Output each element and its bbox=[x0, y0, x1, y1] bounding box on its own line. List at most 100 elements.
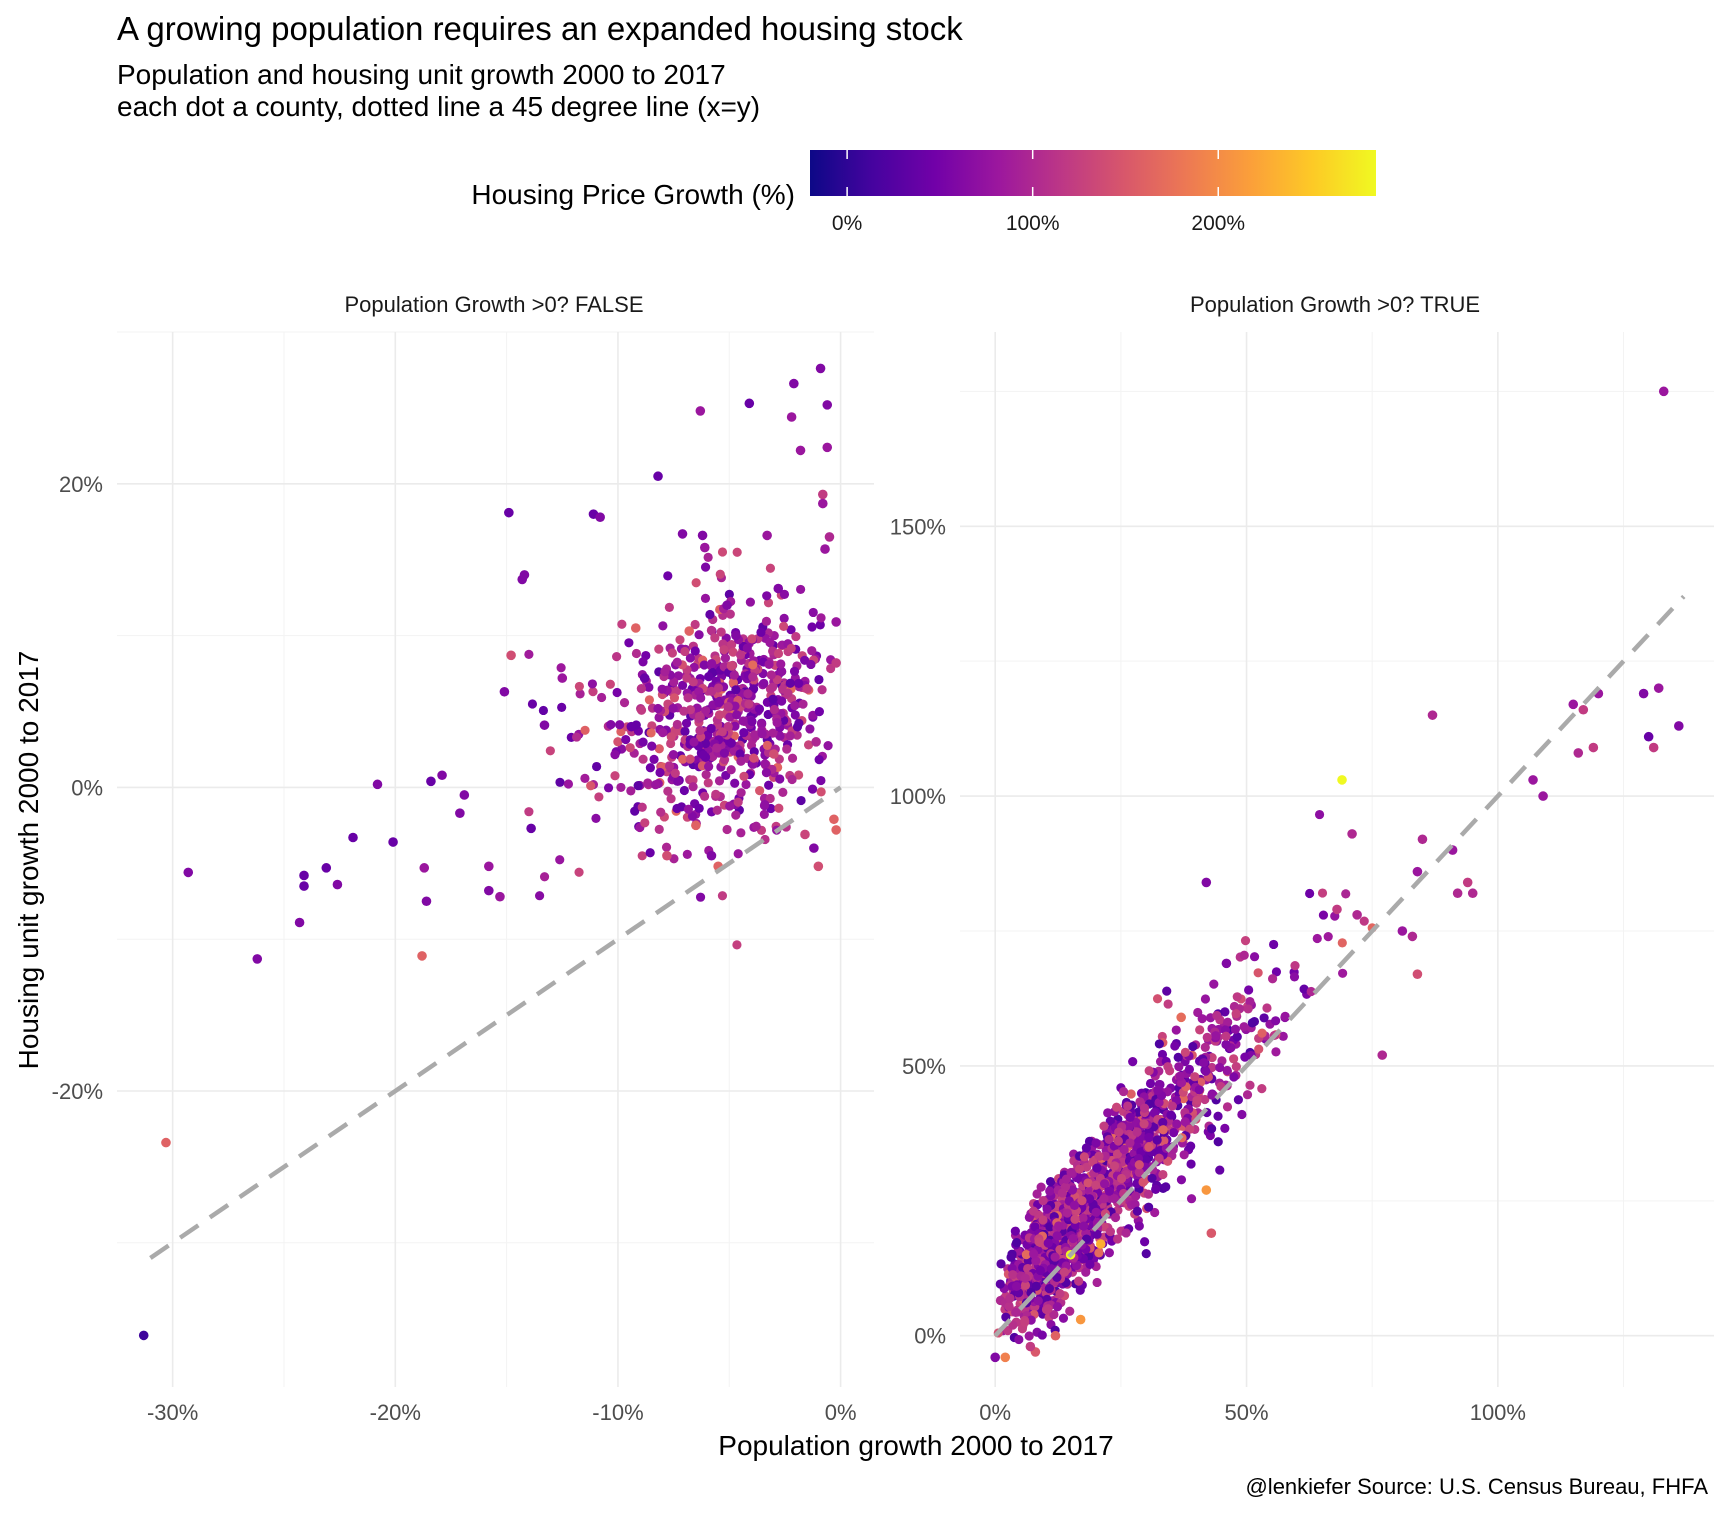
scatter-point bbox=[557, 702, 567, 712]
scatter-point bbox=[689, 737, 699, 747]
scatter-point bbox=[653, 703, 663, 714]
scatter-point bbox=[663, 786, 673, 796]
scatter-point bbox=[727, 640, 737, 650]
scatter-point bbox=[1075, 1314, 1086, 1325]
scatter-point bbox=[1077, 1196, 1087, 1206]
scatter-point bbox=[1230, 1024, 1241, 1034]
scatter-point bbox=[1078, 1213, 1088, 1223]
scatter-point bbox=[739, 727, 749, 738]
scatter-point bbox=[782, 744, 792, 754]
scatter-point bbox=[654, 744, 664, 754]
scatter-point bbox=[1035, 1265, 1045, 1276]
scatter-point bbox=[775, 774, 785, 784]
scatter-point bbox=[802, 683, 813, 694]
scatter-point bbox=[714, 698, 724, 708]
scatter-point bbox=[666, 732, 676, 742]
scatter-point bbox=[1199, 1058, 1209, 1068]
scatter-point bbox=[534, 891, 545, 901]
scatter-point bbox=[683, 693, 693, 703]
scatter-point bbox=[624, 638, 634, 648]
scatter-point bbox=[745, 597, 755, 607]
scatter-point bbox=[716, 627, 726, 637]
scatter-point bbox=[1112, 1234, 1123, 1244]
scatter-point bbox=[1144, 1202, 1154, 1212]
scatter-point bbox=[769, 704, 779, 715]
scatter-point bbox=[697, 530, 708, 541]
scatter-point bbox=[637, 802, 647, 812]
scatter-point bbox=[1113, 1205, 1123, 1215]
scatter-point bbox=[679, 785, 689, 796]
color-legend: Housing Price Growth (%) 0% 100% 200% bbox=[471, 150, 1376, 235]
scatter-point bbox=[1091, 1180, 1101, 1190]
scatter-point bbox=[1314, 809, 1325, 820]
scatter-point bbox=[744, 699, 754, 709]
scatter-point bbox=[321, 863, 332, 873]
scatter-point bbox=[681, 718, 692, 728]
scatter-point bbox=[733, 849, 743, 859]
scatter-point bbox=[1157, 1049, 1168, 1060]
scatter-point bbox=[1134, 1167, 1144, 1178]
scatter-point bbox=[1044, 1283, 1055, 1294]
scatter-point bbox=[653, 471, 663, 482]
scatter-point bbox=[704, 762, 714, 772]
scatter-point bbox=[673, 776, 683, 786]
scatter-point bbox=[348, 832, 358, 843]
scatter-point bbox=[691, 820, 701, 831]
scatter-point bbox=[372, 779, 383, 790]
scatter-point bbox=[1069, 1200, 1080, 1210]
scatter-point bbox=[1588, 742, 1599, 753]
scatter-point bbox=[785, 731, 795, 741]
scatter-point bbox=[695, 725, 705, 736]
scatter-point bbox=[1092, 1163, 1102, 1173]
scatter-point bbox=[1135, 1097, 1145, 1107]
scatter-point bbox=[650, 780, 661, 790]
scatter-point bbox=[1231, 1009, 1241, 1019]
scatter-point bbox=[1116, 1173, 1127, 1184]
scatter-point bbox=[1152, 994, 1163, 1004]
scatter-point bbox=[1337, 938, 1347, 948]
scatter-point bbox=[1171, 1025, 1181, 1035]
scatter-point bbox=[712, 805, 722, 815]
scatter-point bbox=[790, 700, 800, 711]
scatter-point bbox=[1222, 1065, 1232, 1076]
scatter-point bbox=[730, 701, 740, 711]
scatter-point bbox=[1194, 1085, 1204, 1095]
scatter-point bbox=[1186, 1194, 1197, 1204]
scatter-point bbox=[1161, 1182, 1171, 1192]
scatter-point bbox=[699, 660, 709, 670]
scatter-point bbox=[1045, 1186, 1055, 1196]
scatter-point bbox=[831, 658, 841, 668]
scatter-point bbox=[1061, 1174, 1072, 1184]
scatter-point bbox=[613, 737, 623, 747]
scatter-point bbox=[1052, 1302, 1063, 1312]
scatter-point bbox=[1278, 1031, 1288, 1041]
panel-strip-true: Population Growth >0? TRUE bbox=[1190, 292, 1480, 317]
scatter-point bbox=[1412, 866, 1423, 877]
scatter-point bbox=[813, 861, 824, 872]
scatter-point bbox=[654, 712, 664, 723]
scatter-point bbox=[1417, 834, 1428, 845]
scatter-point bbox=[795, 445, 806, 456]
scatter-point bbox=[183, 867, 194, 878]
scatter-point bbox=[700, 562, 711, 572]
scatter-point bbox=[722, 824, 732, 835]
x-tick-label: 0% bbox=[825, 1400, 857, 1425]
scatter-point bbox=[1140, 1237, 1150, 1247]
scatter-point bbox=[1004, 1301, 1014, 1312]
scatter-point bbox=[1049, 1309, 1059, 1320]
scatter-point bbox=[1233, 1095, 1244, 1105]
scatter-point bbox=[680, 726, 690, 737]
scatter-point bbox=[1074, 1276, 1084, 1286]
scatter-point bbox=[1412, 969, 1423, 979]
scatter-point bbox=[723, 721, 733, 732]
scatter-point bbox=[754, 704, 765, 714]
scatter-point bbox=[1220, 1123, 1230, 1133]
scatter-point bbox=[638, 737, 648, 747]
scatter-point bbox=[633, 781, 643, 791]
scatter-point bbox=[688, 775, 698, 785]
scatter-point bbox=[1359, 916, 1369, 926]
scatter-point bbox=[785, 678, 795, 688]
scatter-point bbox=[829, 814, 839, 825]
scatter-point bbox=[1144, 1142, 1154, 1152]
scatter-point bbox=[731, 810, 741, 820]
